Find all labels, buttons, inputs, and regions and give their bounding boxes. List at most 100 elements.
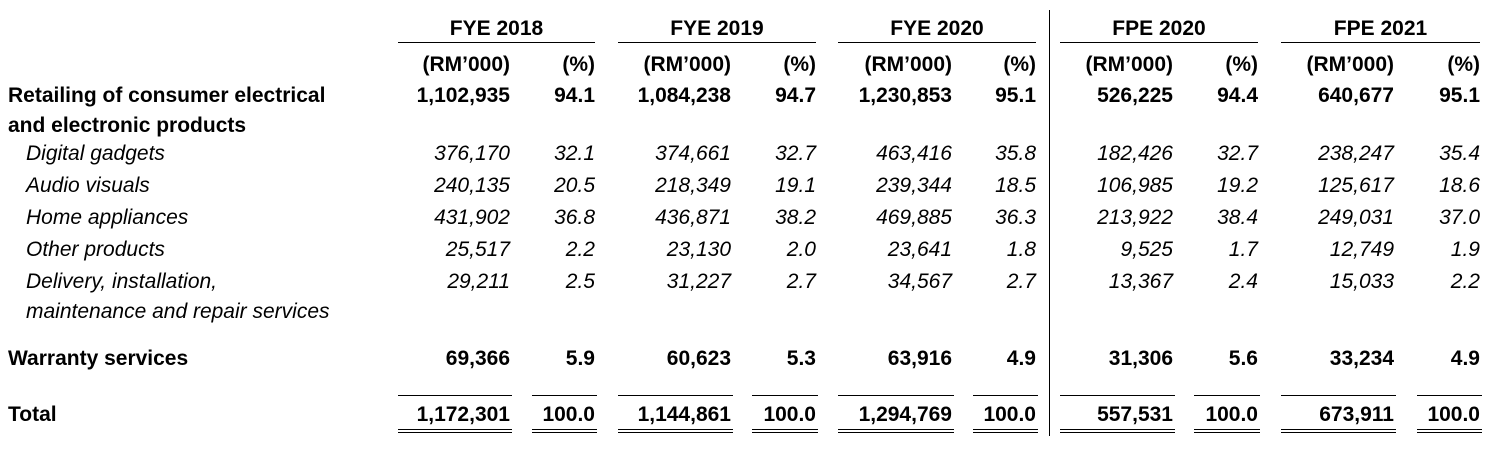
pct-cell: 38.4 (1217, 206, 1258, 229)
total-double-rule (618, 429, 733, 433)
amount-cell: 9,525 (1120, 238, 1173, 261)
amount-unit-header: (RM’000) (1085, 53, 1173, 76)
pct-cell: 18.5 (995, 174, 1036, 197)
amount-cell: 12,749 (1329, 238, 1394, 261)
amount-cell: 240,135 (434, 174, 510, 197)
total-top-rule (1281, 395, 1396, 396)
row-label: Total (8, 403, 57, 426)
row-label: Warranty services (8, 347, 189, 370)
amount-cell: 63,916 (887, 347, 952, 370)
amount-unit-header: (RM’000) (864, 53, 952, 76)
amount-cell: 469,885 (876, 206, 952, 229)
amount-cell: 1,102,935 (416, 84, 510, 107)
pct-cell: 2.5 (565, 270, 595, 293)
pct-cell: 95.1 (1439, 84, 1480, 107)
total-top-rule (1194, 395, 1260, 396)
amount-cell: 239,344 (876, 174, 952, 197)
total-double-rule (398, 429, 512, 433)
pct-cell: 38.2 (775, 206, 816, 229)
pct-cell: 5.9 (565, 347, 595, 370)
pct-unit-header: (%) (1225, 53, 1258, 76)
amount-cell: 557,531 (1097, 403, 1173, 426)
row-label: maintenance and repair services (26, 300, 330, 323)
amount-cell: 249,031 (1318, 206, 1394, 229)
period-header: FPE 2020 (1112, 17, 1206, 40)
amount-cell: 34,567 (887, 270, 952, 293)
total-top-rule (1060, 395, 1175, 396)
pct-cell: 32.7 (775, 142, 816, 165)
amount-cell: 125,617 (1318, 174, 1394, 197)
amount-cell: 213,922 (1097, 206, 1173, 229)
pct-cell: 36.8 (554, 206, 595, 229)
period-header: FYE 2018 (449, 17, 544, 40)
amount-unit-header: (RM’000) (1306, 53, 1394, 76)
amount-cell: 25,517 (445, 238, 510, 261)
amount-cell: 673,911 (1319, 403, 1394, 426)
pct-unit-header: (%) (783, 53, 816, 76)
amount-cell: 31,227 (666, 270, 731, 293)
amount-cell: 1,230,853 (858, 84, 952, 107)
total-top-rule (973, 395, 1038, 396)
amount-cell: 526,225 (1097, 84, 1173, 107)
total-top-rule (752, 395, 818, 396)
pct-cell: 5.3 (786, 347, 816, 370)
pct-cell: 20.5 (554, 174, 595, 197)
period-header-underline (838, 42, 1036, 43)
amount-cell: 69,366 (445, 347, 510, 370)
period-header: FYE 2020 (890, 17, 984, 40)
pct-cell: 32.1 (554, 142, 595, 165)
amount-unit-header: (RM’000) (643, 53, 731, 76)
amount-cell: 15,033 (1329, 270, 1394, 293)
row-label: Digital gadgets (26, 142, 165, 165)
amount-cell: 436,871 (655, 206, 731, 229)
amount-cell: 13,367 (1108, 270, 1173, 293)
amount-cell: 1,172,301 (416, 403, 510, 426)
row-label: Delivery, installation, (26, 270, 218, 293)
pct-cell: 1.8 (1006, 238, 1036, 261)
total-double-rule (1417, 429, 1482, 433)
pct-cell: 35.8 (995, 142, 1036, 165)
pct-cell: 1.7 (1228, 238, 1258, 261)
amount-cell: 463,416 (876, 142, 952, 165)
amount-cell: 1,144,861 (637, 403, 731, 426)
pct-cell: 100.0 (1205, 403, 1258, 426)
amount-cell: 218,349 (655, 174, 731, 197)
pct-cell: 100.0 (542, 403, 595, 426)
amount-cell: 182,426 (1097, 142, 1173, 165)
pct-cell: 37.0 (1439, 206, 1480, 229)
pct-cell: 2.4 (1228, 270, 1258, 293)
pct-cell: 2.7 (786, 270, 816, 293)
row-label: Other products (26, 238, 165, 261)
pct-cell: 5.6 (1228, 347, 1258, 370)
period-header-underline (398, 42, 595, 43)
amount-cell: 374,661 (655, 142, 731, 165)
pct-cell: 100.0 (763, 403, 816, 426)
amount-cell: 29,211 (447, 270, 510, 293)
pct-cell: 2.2 (565, 238, 595, 261)
period-header-underline (1281, 42, 1480, 43)
total-double-rule (1060, 429, 1175, 433)
pct-cell: 94.7 (775, 84, 816, 107)
amount-cell: 376,170 (434, 142, 510, 165)
amount-cell: 431,902 (434, 206, 510, 229)
pct-cell: 94.4 (1217, 84, 1258, 107)
fye-fpe-divider (1049, 10, 1050, 436)
amount-cell: 60,623 (666, 347, 731, 370)
pct-cell: 1.9 (1450, 238, 1480, 261)
amount-cell: 31,306 (1108, 347, 1173, 370)
amount-cell: 1,084,238 (637, 84, 731, 107)
total-top-rule (618, 395, 733, 396)
amount-cell: 33,234 (1329, 347, 1394, 370)
total-top-rule (532, 395, 597, 396)
pct-cell: 2.7 (1006, 270, 1036, 293)
total-top-rule (1417, 395, 1482, 396)
amount-cell: 23,130 (666, 238, 731, 261)
pct-cell: 100.0 (983, 403, 1036, 426)
total-top-rule (838, 395, 954, 396)
total-double-rule (973, 429, 1038, 433)
total-double-rule (1194, 429, 1260, 433)
row-label: Retailing of consumer electrical (8, 84, 326, 107)
total-top-rule (398, 395, 512, 396)
period-header: FYE 2019 (670, 17, 764, 40)
pct-unit-header: (%) (1447, 53, 1480, 76)
